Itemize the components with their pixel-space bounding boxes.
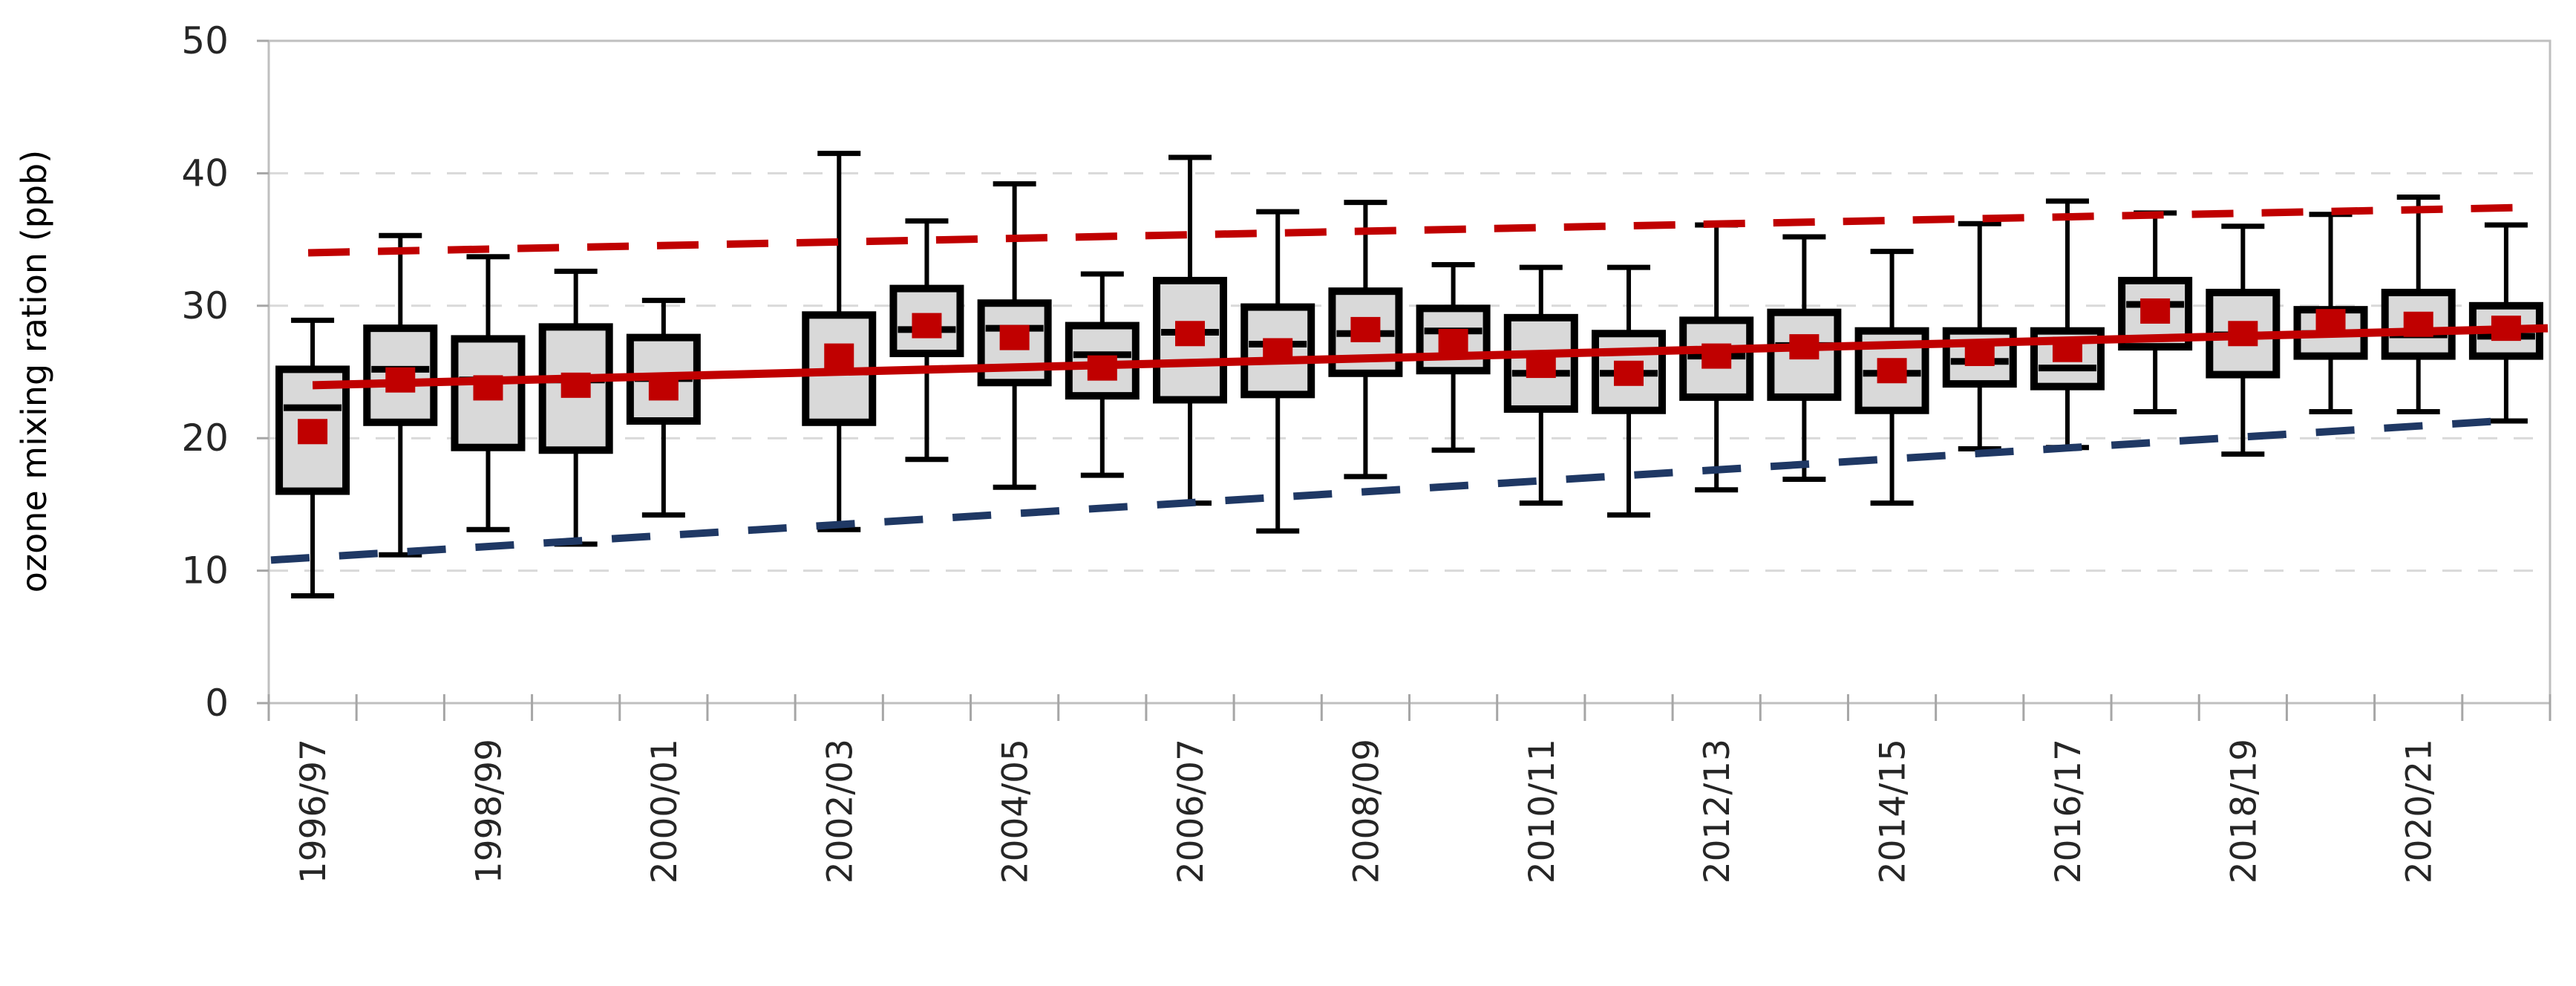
mean-marker-2000/01 — [648, 375, 679, 401]
x-axis-tick-label-2008-09: 2008/09 — [1346, 739, 1387, 884]
x-axis-tick-label-2004-05: 2004/05 — [996, 739, 1036, 884]
y-axis-tick-label-50: 50 — [181, 19, 229, 62]
mean-marker-2007/08 — [1263, 338, 1293, 364]
x-axis-tick-label-2006-07: 2006/07 — [1171, 739, 1212, 884]
box-group-1996/97 — [275, 317, 350, 598]
x-axis-tick-label-2016-17: 2016/17 — [2048, 739, 2089, 884]
box-group-2010/11 — [1503, 264, 1578, 506]
mean-marker-1998/99 — [473, 375, 503, 401]
mean-marker-2008/09 — [1350, 316, 1381, 342]
mean-marker-1999/00 — [560, 372, 591, 398]
mean-marker-2004/05 — [999, 324, 1030, 350]
box-group-2000/01 — [626, 298, 701, 518]
x-axis-tick-label-2018-19: 2018/19 — [2223, 739, 2264, 884]
mean-marker-2009/10 — [1438, 328, 1468, 354]
y-axis-tick-label-10: 10 — [181, 549, 229, 592]
mean-marker-2020/21 — [2403, 311, 2433, 337]
x-axis-tick-label-1998-99: 1998/99 — [468, 739, 509, 884]
x-axis-tick-label-2000-01: 2000/01 — [644, 739, 685, 884]
mean-marker-2002/03 — [824, 343, 854, 369]
iqr-box — [538, 323, 613, 454]
mean-marker-2017/18 — [2140, 298, 2171, 324]
box-group-2016/17 — [2030, 198, 2105, 451]
x-axis-tick-label-2010-11: 2010/11 — [1522, 739, 1563, 884]
mean-marker-1996/97 — [298, 419, 328, 445]
mean-marker-2021/22 — [2491, 316, 2521, 342]
y-axis-tick-label-20: 20 — [181, 417, 229, 460]
mean-marker-2010/11 — [1526, 353, 1556, 379]
box-group-2002/03 — [802, 151, 877, 532]
x-axis-tick-label-2002-03: 2002/03 — [820, 739, 860, 884]
mean-marker-1997/98 — [385, 367, 416, 393]
mean-marker-2003/04 — [912, 313, 942, 339]
lower-dashed-trend-line — [270, 416, 2521, 564]
box-group-2003/04 — [889, 218, 964, 463]
y-axis-tick-label-30: 30 — [181, 284, 229, 327]
x-axis-tick-label-2012-13: 2012/13 — [1697, 739, 1738, 884]
iqr-box — [275, 365, 350, 495]
mean-trend-line — [312, 324, 2549, 390]
box-group-1999/00 — [538, 268, 613, 547]
box-group-2007/08 — [1240, 209, 1315, 534]
box-group-1997/98 — [363, 232, 438, 558]
x-axis-tick-label-1996-97: 1996/97 — [293, 739, 334, 884]
box-group-2020/21 — [2381, 195, 2456, 415]
y-axis-tick-label-40: 40 — [181, 151, 229, 195]
y-axis-tick-label-0: 0 — [205, 682, 229, 725]
upper-dashed-trend-line — [307, 203, 2514, 257]
mean-marker-2018/19 — [2228, 321, 2258, 347]
mean-marker-2019/20 — [2315, 309, 2346, 335]
mean-marker-2013/14 — [1789, 334, 1820, 360]
mean-marker-2011/12 — [1613, 360, 1644, 386]
mean-marker-2015/16 — [1964, 341, 1995, 367]
box-group-2011/12 — [1591, 264, 1666, 518]
mean-marker-2005/06 — [1087, 355, 1117, 381]
mean-marker-2014/15 — [1877, 358, 1907, 384]
x-axis-tick-label-2020-21: 2020/21 — [2399, 739, 2440, 884]
x-axis-tick-label-2014-15: 2014/15 — [1873, 739, 1914, 884]
box-group-2015/16 — [1942, 221, 2017, 451]
iqr-box — [1240, 303, 1315, 399]
y-axis-title: ozone mixing ration (ppb) — [14, 150, 54, 592]
mean-marker-2006/07 — [1175, 321, 1206, 347]
mean-marker-2016/17 — [2052, 336, 2082, 362]
mean-marker-2012/13 — [1701, 343, 1732, 369]
